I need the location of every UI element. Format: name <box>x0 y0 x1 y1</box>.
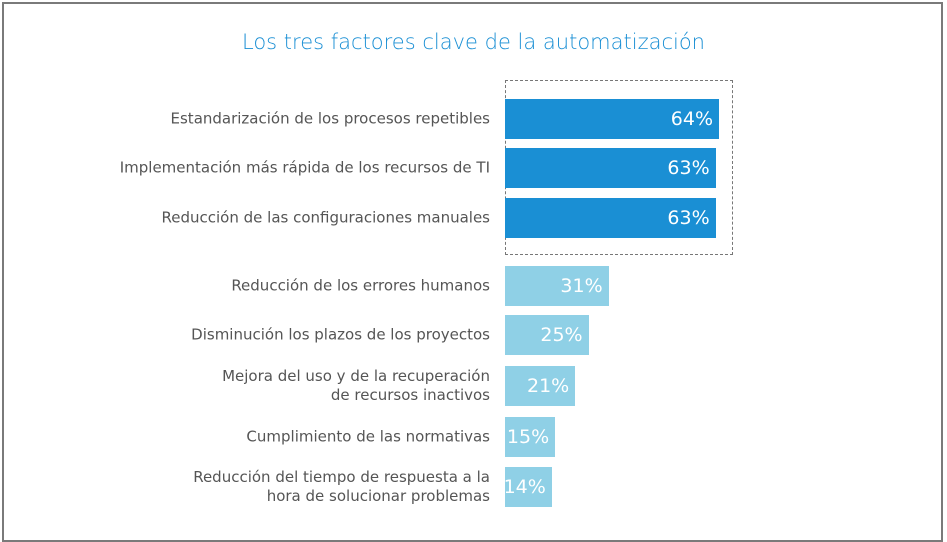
category-label: Cumplimiento de las normativas <box>246 427 490 446</box>
value-label: 63% <box>667 157 710 179</box>
bar: 14% <box>503 467 552 507</box>
bar: 25% <box>505 315 589 355</box>
category-label: Reducción del tiempo de respuesta a la h… <box>193 468 490 505</box>
category-label: Reducción de los errores humanos <box>231 276 490 295</box>
category-label: Reducción de las configuraciones manuale… <box>161 208 490 227</box>
value-label: 31% <box>560 275 603 297</box>
category-label: Implementación más rápida de los recurso… <box>119 158 490 177</box>
bar: 21% <box>505 366 576 406</box>
bar: 63% <box>505 148 716 188</box>
chart-title: Los tres factores clave de la automatiza… <box>242 30 705 54</box>
bar: 64% <box>505 99 719 139</box>
value-label: 64% <box>670 108 713 130</box>
category-label: Mejora del uso y de la recuperación de r… <box>222 367 490 404</box>
bar: 63% <box>505 198 716 238</box>
category-label: Disminución los plazos de los proyectos <box>191 325 490 344</box>
value-label: 21% <box>526 375 570 397</box>
value-label: 14% <box>503 476 546 498</box>
bar: 31% <box>505 266 609 306</box>
value-label: 63% <box>667 207 710 229</box>
value-label: 15% <box>506 426 550 448</box>
category-label: Estandarización de los procesos repetibl… <box>170 109 490 128</box>
bar: 15% <box>505 417 556 457</box>
value-label: 25% <box>540 324 583 346</box>
